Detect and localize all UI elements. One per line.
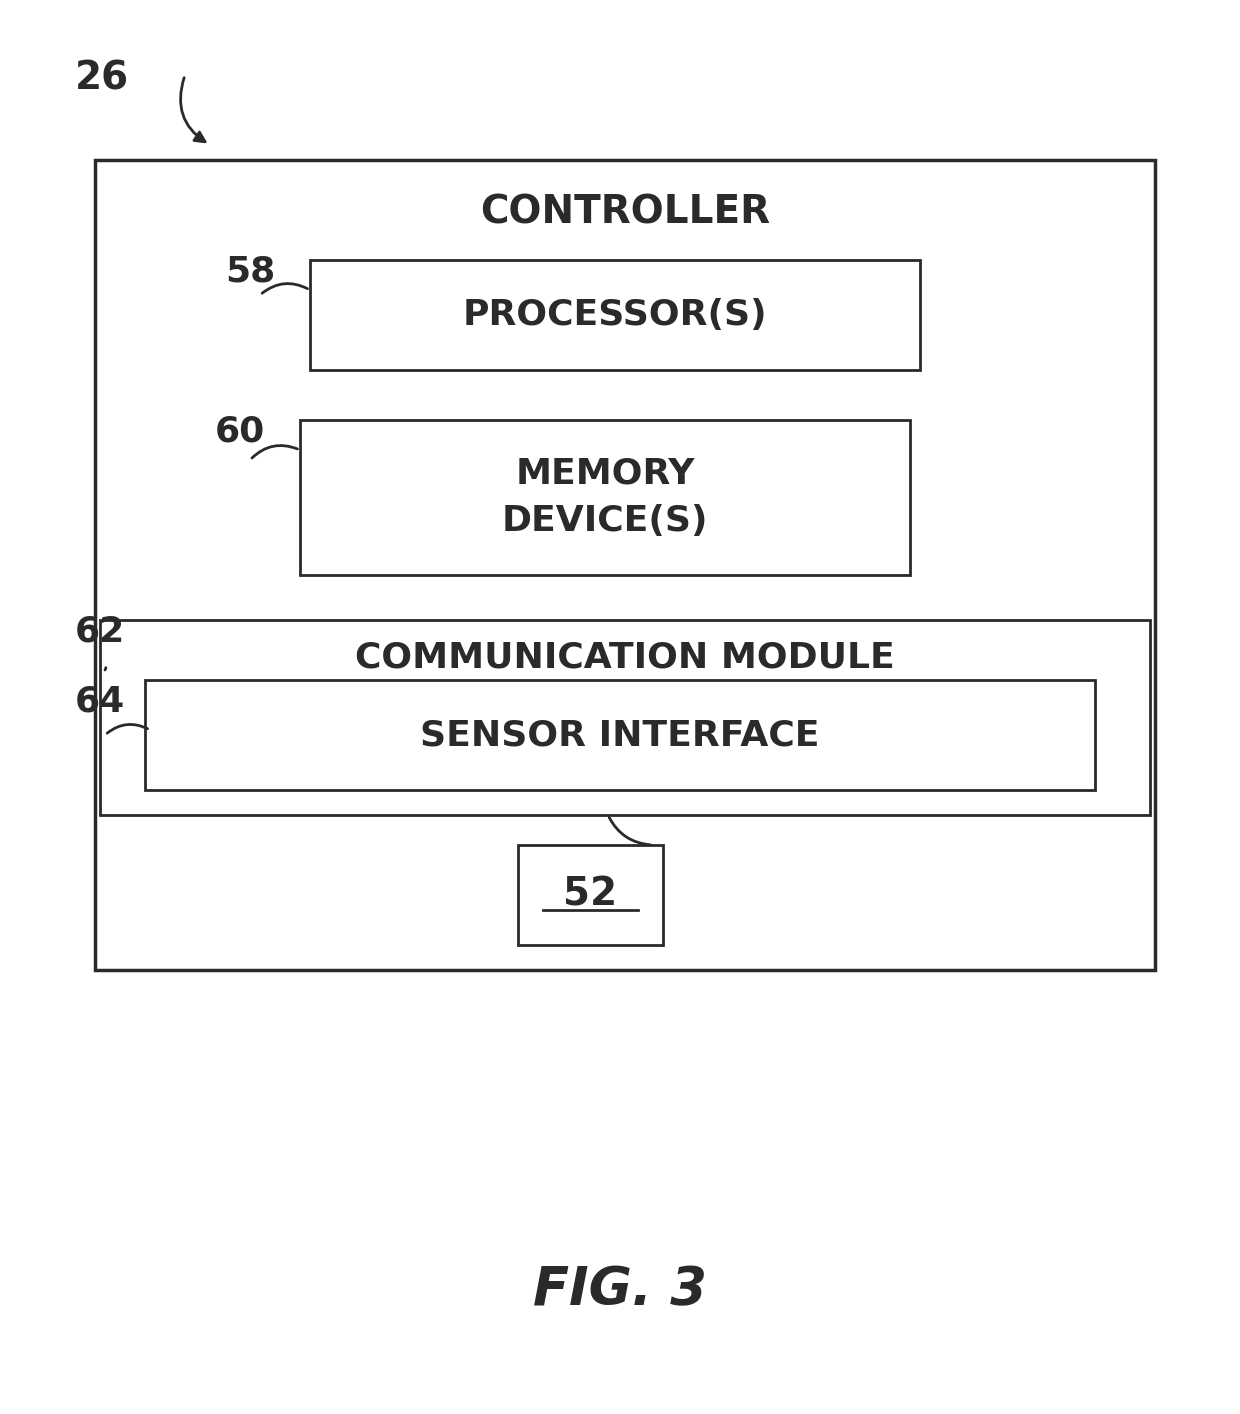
Text: 52: 52 xyxy=(563,877,618,913)
Bar xyxy=(310,260,920,370)
Bar xyxy=(300,420,910,575)
Text: 62: 62 xyxy=(74,615,125,649)
Text: PROCESSOR(S): PROCESSOR(S) xyxy=(463,298,768,332)
Text: MEMORY
DEVICE(S): MEMORY DEVICE(S) xyxy=(502,457,708,539)
Bar xyxy=(518,846,663,945)
Text: CONTROLLER: CONTROLLER xyxy=(480,192,770,230)
Text: 26: 26 xyxy=(74,59,129,98)
Bar xyxy=(95,160,1154,970)
Text: FIG. 3: FIG. 3 xyxy=(533,1264,707,1316)
Text: SENSOR INTERFACE: SENSOR INTERFACE xyxy=(420,718,820,752)
Text: 60: 60 xyxy=(215,414,265,450)
Text: 64: 64 xyxy=(74,684,125,718)
Text: COMMUNICATION MODULE: COMMUNICATION MODULE xyxy=(355,641,895,674)
Text: 58: 58 xyxy=(224,255,275,288)
Bar xyxy=(100,619,1149,814)
Bar xyxy=(145,680,1095,790)
